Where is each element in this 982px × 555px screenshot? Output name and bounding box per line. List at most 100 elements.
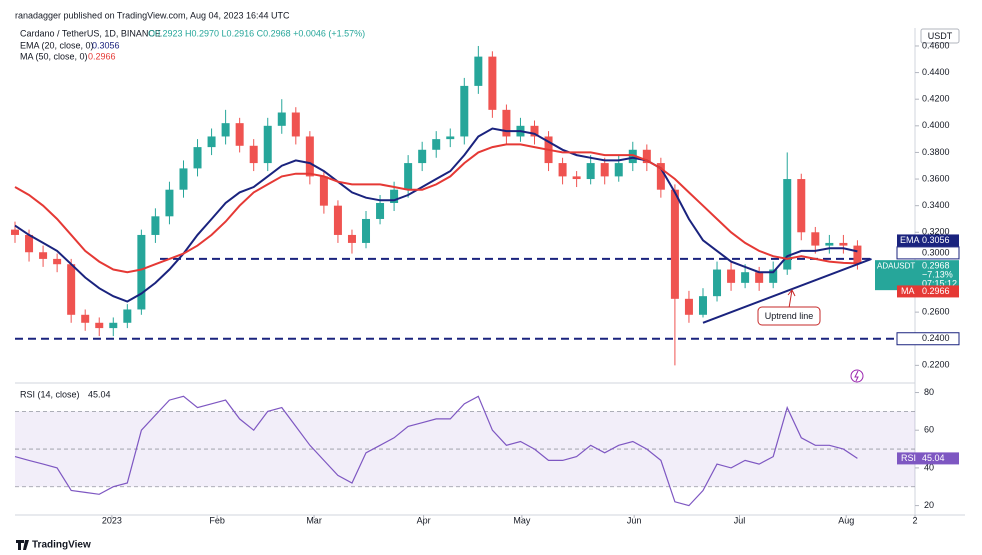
candle-body (755, 272, 764, 283)
x-tick-label: Jul (734, 515, 746, 525)
x-tick-label: 2 (912, 515, 917, 525)
candle-body (25, 234, 34, 253)
candle-body (502, 109, 511, 137)
candle-body (460, 85, 469, 137)
candle-body (333, 205, 342, 235)
x-tick-label: May (513, 515, 531, 525)
level-box (896, 332, 960, 346)
event-icon-bolt (854, 370, 859, 382)
price-symbol: ADAUSDT (877, 261, 915, 270)
y-tick-label: 0.3200 (922, 227, 950, 237)
candle-body (488, 56, 497, 110)
price-last: 0.2968 (922, 261, 950, 271)
candle-body (741, 272, 750, 283)
ema-last-name: EMA (900, 235, 920, 245)
candle-body (11, 229, 19, 235)
candle-body (390, 189, 399, 204)
candle-body (474, 56, 483, 86)
candle-body (249, 145, 258, 164)
candle-body (165, 189, 174, 217)
currency-box (920, 28, 960, 44)
candle-body (277, 112, 286, 126)
candle-body (362, 218, 371, 243)
annotation-text: Uptrend line (765, 311, 814, 321)
candle-body (811, 232, 820, 246)
price-countdown: 07:15:12 (922, 279, 957, 289)
candle-body (698, 296, 707, 315)
candle-body (109, 322, 118, 329)
candle-body (404, 163, 413, 190)
logo-icon (16, 540, 29, 550)
candle-body (670, 189, 679, 299)
level-label: 0.2400 (922, 333, 950, 343)
rsi-y-tick-label: 40 (924, 462, 934, 472)
trendline (702, 257, 872, 324)
candle-body (727, 269, 736, 283)
candle-body (656, 163, 665, 190)
rsi-line (14, 395, 858, 507)
footer-logo: TradingView (32, 540, 91, 551)
x-tick-label: Feb (209, 515, 225, 525)
y-tick-label: 0.3600 (922, 173, 950, 183)
candle-body (797, 179, 806, 233)
event-icon (850, 369, 864, 383)
legend-value: 0.2966 (88, 51, 116, 61)
currency: USDT (928, 31, 953, 41)
rsi-legend-value: 45.04 (88, 389, 111, 399)
y-tick-label: 0.3800 (922, 147, 950, 157)
candle-body (432, 139, 441, 150)
candle-body (207, 136, 216, 148)
annotation-arrow (787, 289, 796, 309)
candle-body (783, 179, 792, 270)
candle-body (123, 309, 132, 323)
candle-body (67, 264, 76, 315)
y-tick-label: 0.4200 (922, 94, 950, 104)
candle-body (446, 136, 455, 140)
x-tick-label: 2023 (102, 515, 122, 525)
candle-body (572, 176, 581, 180)
y-tick-label: 0.2600 (922, 307, 950, 317)
candle-body (151, 216, 160, 235)
y-tick-label: 0.4400 (922, 67, 950, 77)
ohlc-legend: O0.2923 H0.2970 L0.2916 C0.2968 +0.0046 … (148, 28, 365, 38)
rsi-last-box (897, 452, 959, 465)
level-box (896, 246, 960, 260)
candle-body (319, 176, 328, 206)
legend-name: EMA (20, close, 0) (20, 40, 94, 50)
ma-last-box (897, 285, 959, 298)
candle-body (586, 163, 595, 180)
rsi-y-tick-label: 20 (924, 500, 934, 510)
x-tick-label: Jun (627, 515, 642, 525)
candle-body (193, 147, 202, 169)
legend-value: 0.3056 (92, 40, 120, 50)
y-tick-label: 0.2200 (922, 360, 950, 370)
candle-body (642, 149, 651, 164)
candle-body (263, 125, 272, 164)
ma-last-value: 0.2966 (922, 286, 950, 296)
legend-name: MA (50, close, 0) (20, 51, 88, 61)
candle-body (558, 163, 567, 177)
candle-body (825, 242, 834, 246)
candle-body (713, 269, 722, 297)
indicator-line (14, 143, 858, 274)
candle-body (614, 163, 623, 177)
y-tick-label: 0.3400 (922, 200, 950, 210)
candle-body (853, 245, 862, 264)
rsi-y-tick-label: 80 (924, 387, 934, 397)
x-tick-label: Mar (306, 515, 322, 525)
price-box (875, 260, 959, 291)
candle-body (235, 123, 244, 146)
candle-body (418, 149, 427, 164)
candle-body (291, 112, 300, 137)
candle-body (628, 149, 637, 164)
ema-last-value: 0.3056 (922, 235, 950, 245)
candle-body (769, 269, 778, 283)
candle-body (81, 314, 90, 323)
price-change: −7.13% (922, 270, 953, 280)
candle-body (53, 258, 62, 265)
candle-body (137, 234, 146, 310)
annotation-box (757, 306, 821, 326)
candle-body (95, 322, 104, 329)
chart-title: Cardano / TetherUS, 1D, BINANCE (20, 28, 161, 38)
